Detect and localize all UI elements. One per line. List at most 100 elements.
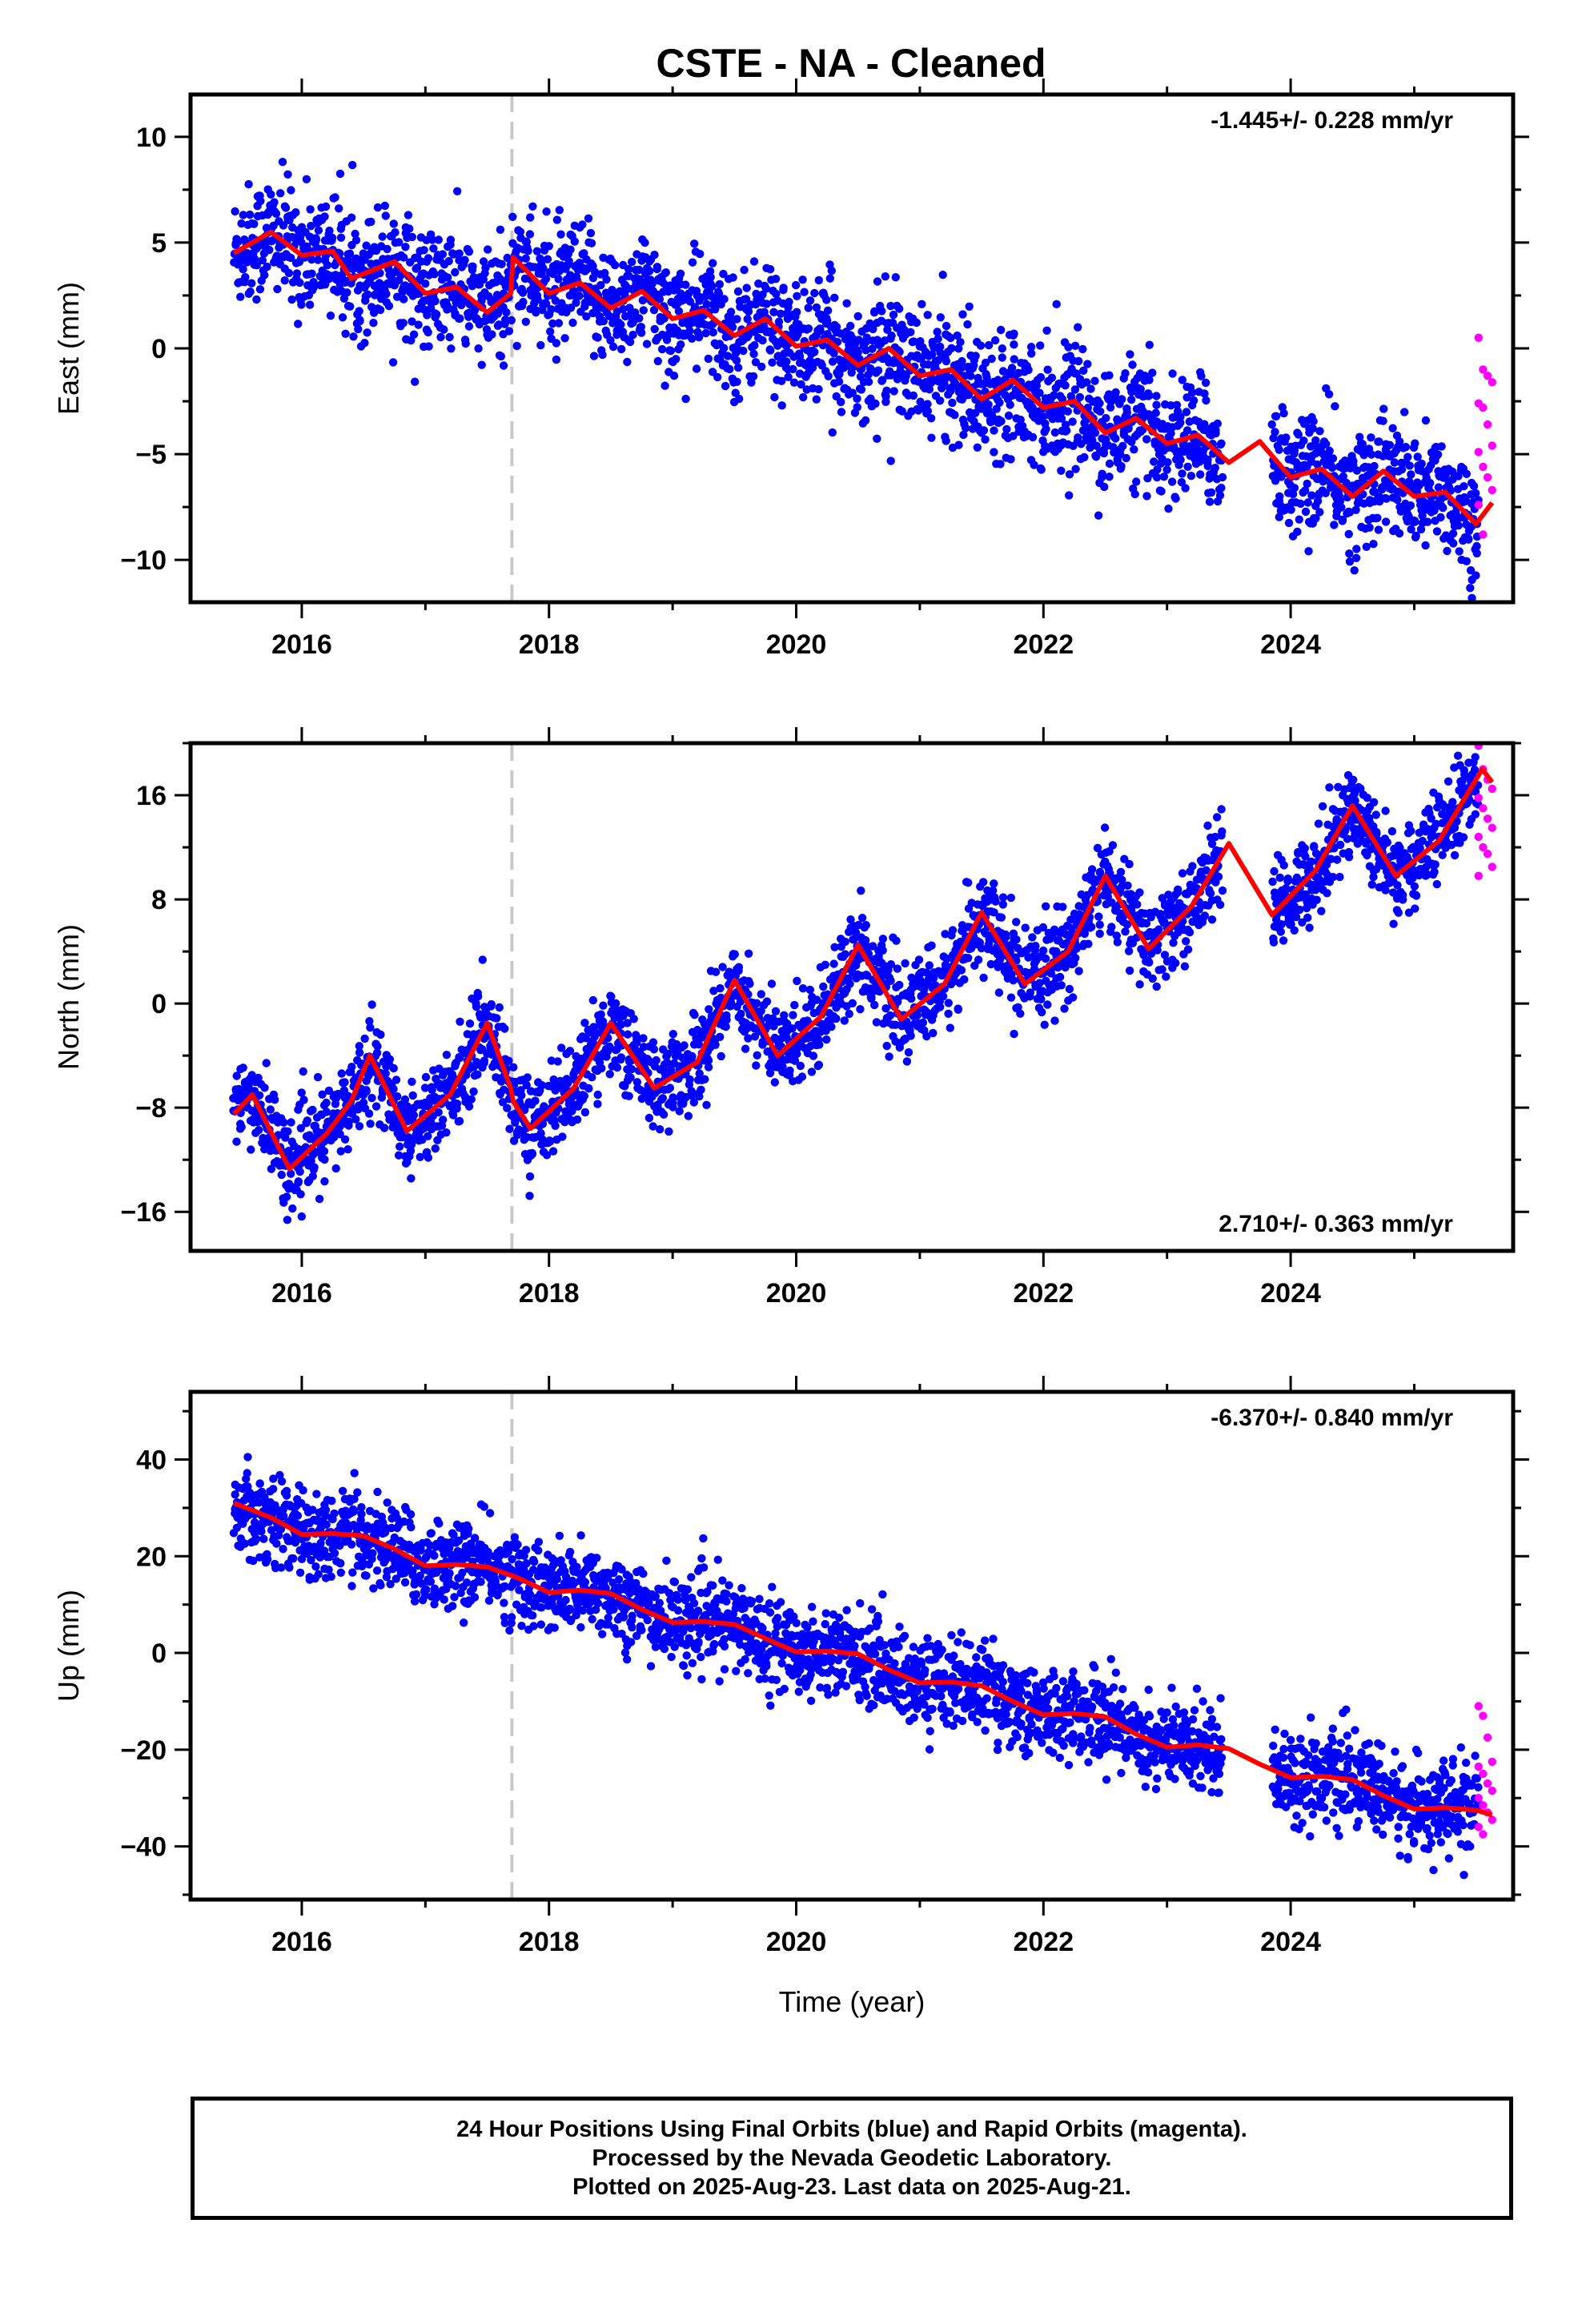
data-point — [757, 362, 766, 372]
data-point — [1350, 566, 1359, 575]
data-point — [711, 1040, 720, 1050]
data-point — [762, 997, 772, 1006]
data-point — [772, 289, 781, 299]
data-point — [467, 1095, 476, 1104]
data-point — [313, 1072, 323, 1082]
data-point — [307, 269, 316, 278]
data-point — [648, 1122, 657, 1131]
rapid-orbit-points — [1474, 333, 1497, 539]
data-point — [789, 1011, 797, 1019]
data-point — [1083, 360, 1092, 368]
data-point — [430, 270, 439, 279]
data-point — [1006, 993, 1016, 1002]
data-point — [1006, 400, 1014, 409]
data-point — [766, 346, 775, 355]
data-point — [315, 1194, 324, 1204]
data-point — [555, 206, 564, 215]
data-point — [443, 301, 452, 310]
data-point — [893, 964, 902, 973]
data-point — [886, 301, 895, 311]
data-point — [733, 287, 743, 296]
data-point — [672, 355, 681, 364]
data-point — [1215, 491, 1225, 500]
data-point — [805, 296, 815, 305]
data-point — [335, 1130, 344, 1139]
data-point — [1182, 426, 1192, 435]
data-point — [380, 201, 389, 211]
data-point — [965, 302, 974, 311]
data-point — [904, 1047, 913, 1057]
data-point — [640, 238, 649, 247]
data-point — [305, 300, 315, 309]
data-point — [954, 440, 963, 449]
data-point — [1047, 373, 1057, 382]
data-point — [287, 1118, 295, 1127]
data-point — [565, 1047, 575, 1055]
data-point — [927, 433, 936, 442]
data-point — [1455, 547, 1464, 556]
data-point — [596, 1010, 605, 1019]
data-point — [1305, 864, 1314, 873]
data-point — [845, 1009, 853, 1019]
data-point — [966, 372, 975, 380]
data-point — [721, 381, 730, 391]
data-point — [1196, 470, 1205, 479]
data-point — [1080, 929, 1090, 939]
data-point — [281, 1133, 290, 1142]
data-point — [420, 246, 428, 255]
data-point — [655, 295, 665, 304]
data-point — [399, 319, 408, 328]
data-point — [379, 1124, 389, 1132]
data-point — [907, 994, 916, 1003]
data-point — [877, 307, 886, 316]
data-point — [722, 1015, 731, 1024]
data-point — [827, 1023, 836, 1031]
data-point — [800, 287, 809, 296]
data-point — [568, 1107, 576, 1116]
y-tick-label: 10 — [136, 123, 167, 153]
data-point — [990, 895, 1000, 905]
data-point — [1305, 923, 1314, 932]
data-point — [593, 333, 602, 342]
data-point — [953, 331, 962, 340]
data-point — [1421, 541, 1430, 550]
data-point — [1188, 388, 1197, 397]
data-point — [371, 291, 379, 300]
data-point — [808, 364, 817, 372]
data-point — [896, 362, 905, 371]
data-point — [294, 320, 303, 328]
data-point — [512, 341, 521, 351]
data-point — [335, 169, 345, 179]
rapid-point — [1474, 448, 1484, 456]
data-point — [788, 1024, 797, 1033]
data-point — [421, 1072, 431, 1082]
data-point — [429, 244, 438, 253]
data-point — [936, 342, 945, 352]
data-point — [303, 1116, 311, 1125]
data-point — [964, 879, 973, 887]
data-point — [805, 985, 814, 995]
data-point — [1145, 340, 1154, 349]
data-point — [1433, 450, 1443, 459]
data-point — [463, 1030, 472, 1039]
data-point — [1037, 995, 1046, 1004]
data-point — [1043, 365, 1052, 374]
data-point — [1299, 436, 1308, 445]
data-point — [1388, 424, 1397, 432]
x-tick-label: 2018 — [519, 629, 580, 660]
data-point — [793, 308, 801, 316]
data-point — [909, 982, 919, 991]
data-point — [913, 1011, 921, 1020]
data-point — [704, 354, 713, 364]
data-point — [496, 352, 505, 361]
data-point — [762, 300, 771, 308]
data-point — [1142, 919, 1151, 928]
data-point — [883, 325, 892, 334]
data-point — [942, 954, 951, 963]
data-point — [642, 340, 652, 348]
data-point — [1150, 457, 1158, 466]
data-point — [857, 914, 867, 923]
data-point — [825, 274, 835, 283]
data-point — [814, 1060, 824, 1069]
data-point — [319, 1147, 329, 1156]
